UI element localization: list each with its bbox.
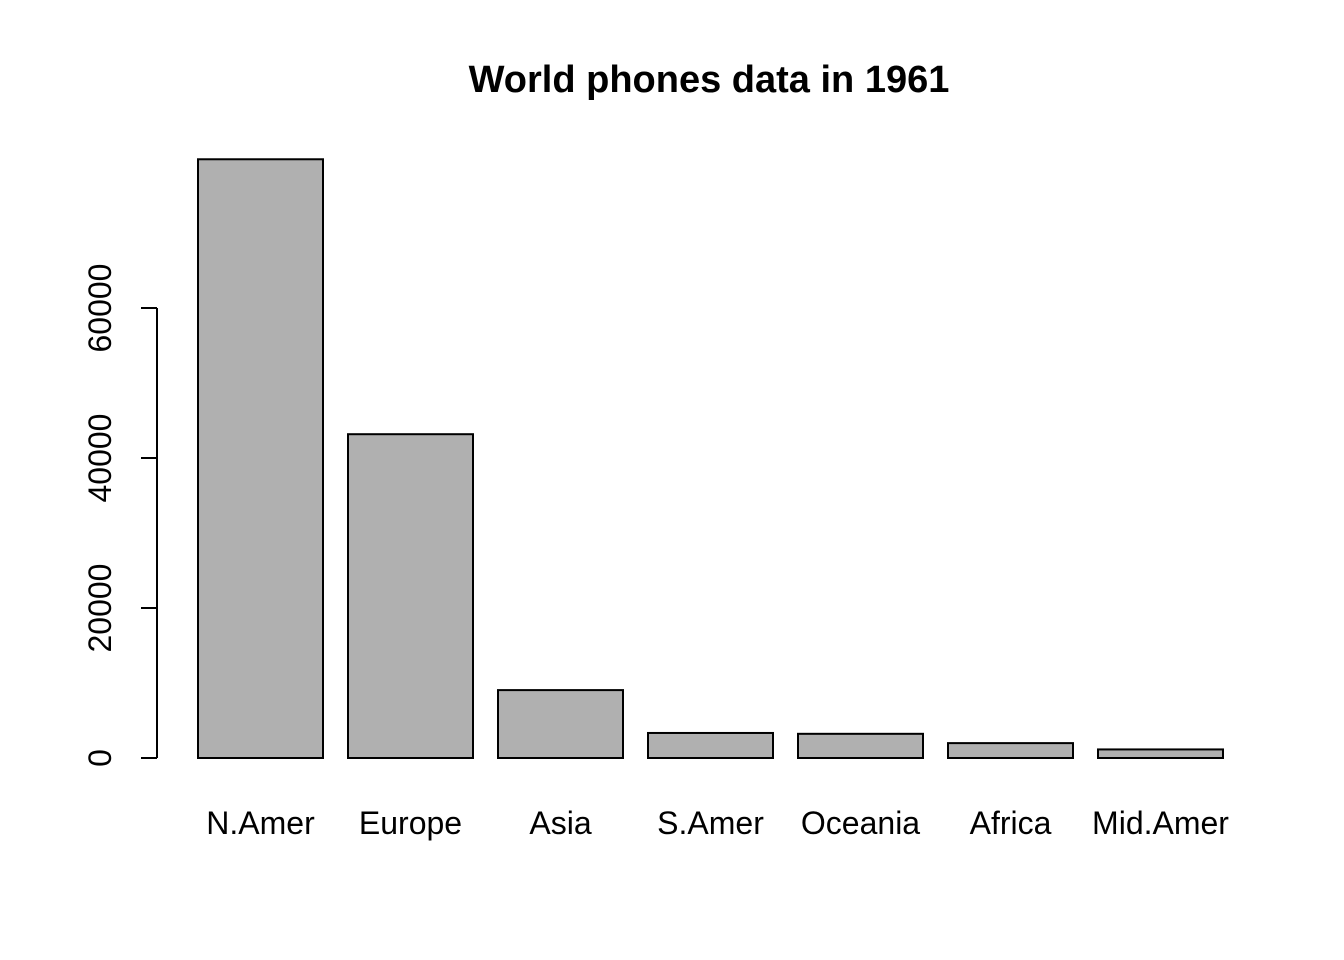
y-tick-label: 60000 <box>82 264 118 353</box>
y-tick-label: 0 <box>82 749 118 767</box>
bar-n-amer <box>197 158 324 759</box>
category-label: S.Amer <box>657 805 764 841</box>
chart-title: World phones data in 1961 <box>469 59 950 101</box>
bar-asia <box>497 689 624 759</box>
bar-africa <box>947 742 1074 759</box>
bar-oceania <box>797 732 924 760</box>
bar-mid-amer <box>1097 748 1224 759</box>
category-label: N.Amer <box>206 805 315 841</box>
bar-europe <box>347 433 474 759</box>
y-axis: 0 20000 40000 60000 <box>82 264 158 767</box>
category-labels: N.Amer Europe Asia S.Amer Oceania Africa Mid.A… <box>206 805 1229 841</box>
y-tick-label: 40000 <box>82 414 118 503</box>
category-label: Oceania <box>801 805 920 841</box>
category-label: Europe <box>359 805 462 841</box>
category-label: Asia <box>529 805 591 841</box>
category-label: Africa <box>970 805 1052 841</box>
y-tick-label: 20000 <box>82 564 118 653</box>
category-label: Mid.Amer <box>1092 805 1229 841</box>
bars <box>197 158 1224 760</box>
bar-s-amer <box>647 731 774 760</box>
